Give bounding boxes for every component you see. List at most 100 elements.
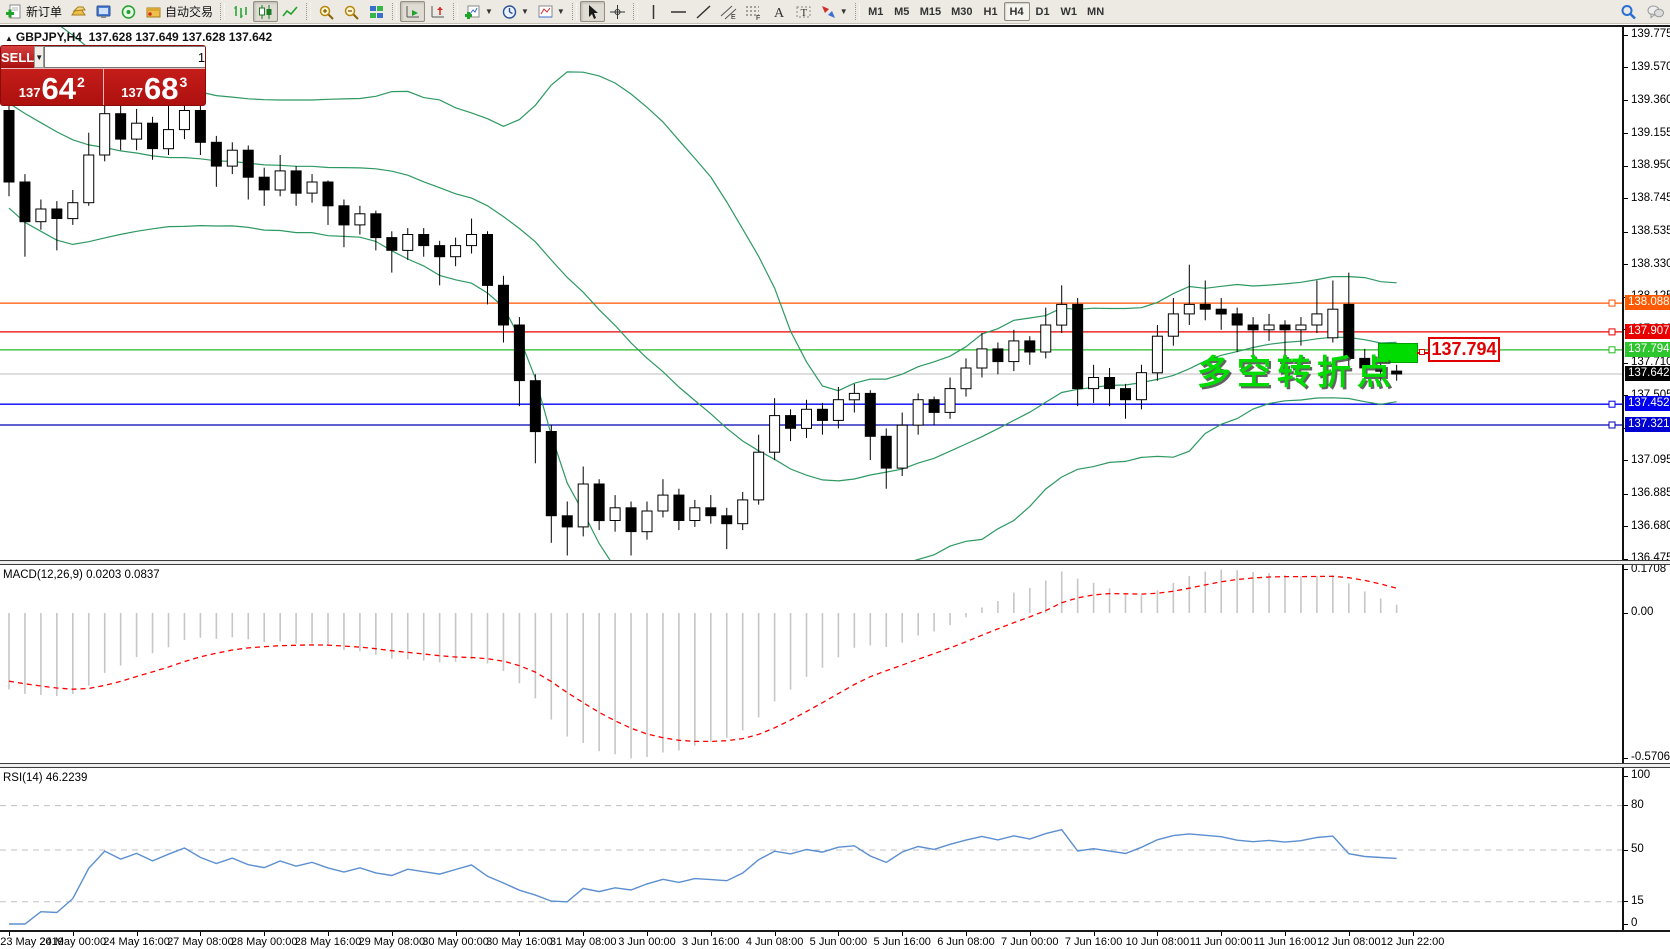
- time-axis-label: 5 Jun 00:00: [809, 936, 868, 948]
- market-watch-icon: [95, 4, 112, 20]
- cursor-icon: [584, 4, 601, 20]
- timeframe-w1-button[interactable]: W1: [1060, 5, 1078, 18]
- callout-anchor-square: [1419, 349, 1425, 355]
- cursor-button[interactable]: [579, 1, 605, 22]
- templates-button[interactable]: ▼: [533, 1, 569, 22]
- candlestick-chart[interactable]: [0, 27, 1622, 560]
- equidistant-channel-button[interactable]: E: [716, 1, 741, 22]
- market-watch-button[interactable]: [91, 1, 116, 22]
- dropdown-caret-icon: ▼: [839, 7, 848, 16]
- timeframe-mn-button[interactable]: MN: [1087, 5, 1105, 18]
- new-order-button[interactable]: 新订单: [2, 1, 66, 22]
- chart-shift-button[interactable]: [425, 1, 450, 22]
- rsi-chart[interactable]: [0, 769, 1622, 930]
- auto-scroll-button[interactable]: [400, 1, 426, 22]
- volume-decrease-button[interactable]: ▼: [34, 46, 45, 68]
- time-axis-label: 30 May 16:00: [486, 936, 553, 948]
- time-axis-label: 29 May 08:00: [358, 936, 426, 948]
- horizontal-line-icon: [670, 4, 687, 20]
- vertical-line-button[interactable]: [641, 1, 666, 22]
- svg-text:F: F: [756, 15, 760, 20]
- collapse-panel-icon[interactable]: ▲: [5, 34, 13, 43]
- tile-windows-button[interactable]: [364, 1, 389, 22]
- price-chart-pane[interactable]: ▲ GBPJPY,H4 137.628 137.649 137.628 137.6…: [0, 27, 1622, 560]
- periods-button[interactable]: ▼: [497, 1, 533, 22]
- arrows-button[interactable]: ▼: [816, 1, 852, 22]
- timeframe-m5-button[interactable]: M5: [894, 5, 910, 18]
- chart-annotation-text[interactable]: 多空转折点: [1197, 353, 1397, 393]
- text-button[interactable]: A: [766, 1, 791, 22]
- timeframe-m1-button[interactable]: M1: [868, 5, 884, 18]
- time-axis-tick: [774, 932, 776, 936]
- macd-chart[interactable]: [0, 566, 1622, 763]
- pane-separator[interactable]: [0, 763, 1670, 768]
- timeframe-h4-button[interactable]: H4: [1003, 2, 1030, 21]
- price-callout-label[interactable]: 137.794: [1428, 337, 1500, 362]
- price-axis-label: 136.885: [1631, 487, 1670, 500]
- autotrading-button[interactable]: 自动交易: [141, 1, 217, 22]
- timeframe-d1-button[interactable]: D1: [1035, 5, 1050, 18]
- axis-tick: [1624, 569, 1628, 571]
- price-axis-label: 139.775: [1631, 28, 1670, 40]
- crosshair-button[interactable]: [605, 1, 630, 22]
- macd-indicator-pane[interactable]: MACD(12,26,9) 0.0203 0.0837: [0, 566, 1622, 763]
- volume-input[interactable]: [44, 46, 205, 68]
- time-axis-tick: [328, 932, 329, 936]
- axis-tick: [1624, 493, 1628, 495]
- sell-price-pip: 2: [76, 74, 85, 90]
- dropdown-caret-icon: ▼: [520, 7, 529, 16]
- time-axis-tick: [1093, 932, 1095, 936]
- bar-chart-button[interactable]: [228, 1, 253, 22]
- time-axis-label: 7 Jun 16:00: [1064, 936, 1123, 948]
- rsi-indicator-pane[interactable]: RSI(14) 46.2239: [0, 769, 1622, 930]
- price-axis-label: 136.680: [1631, 519, 1670, 532]
- chart-profiles-button[interactable]: [66, 1, 91, 22]
- chart-frame-top: [0, 25, 1670, 27]
- navigator-button[interactable]: [116, 1, 141, 22]
- sell-price-display[interactable]: 137 64 2: [1, 69, 104, 105]
- symbol-label: GBPJPY,H4: [15, 30, 82, 44]
- line-chart-button[interactable]: [278, 1, 303, 22]
- time-axis-tick: [1221, 932, 1223, 936]
- horizontal-line-button[interactable]: [666, 1, 691, 22]
- buy-price-big: 68: [143, 71, 179, 106]
- timeframe-h1-button[interactable]: H1: [983, 5, 998, 18]
- sell-button[interactable]: SELL: [1, 46, 35, 68]
- text-label-button[interactable]: T: [791, 1, 816, 22]
- hline-price-label: 137.907: [1625, 323, 1670, 339]
- time-axis-label: 28 May 16:00: [294, 936, 362, 948]
- fibonacci-button[interactable]: F: [741, 1, 766, 22]
- new-chart-button[interactable]: ▼: [461, 1, 497, 22]
- axis-tick: [1624, 558, 1628, 560]
- time-axis-label: 24 May 16:00: [103, 936, 170, 948]
- fibonacci-icon: F: [745, 4, 762, 20]
- time-axis-tick: [1412, 932, 1414, 936]
- timeframe-m15-button[interactable]: M15: [919, 5, 942, 18]
- zoom-out-button[interactable]: [339, 1, 364, 22]
- time-axis-label: 23 May 2019: [0, 936, 64, 948]
- text-label-icon: T: [795, 4, 812, 20]
- new-order-icon: [6, 4, 23, 20]
- new-chart-icon: [465, 4, 482, 20]
- tile-windows-icon: [368, 4, 385, 20]
- zoom-in-button[interactable]: [314, 1, 339, 22]
- search-icon[interactable]: [1620, 4, 1637, 20]
- toolbar-right-icons: [1620, 1, 1664, 23]
- bar-chart-icon: [232, 4, 249, 20]
- axis-tick: [1624, 460, 1628, 462]
- community-chat-icon[interactable]: [1647, 4, 1664, 20]
- candle-chart-button[interactable]: [253, 1, 279, 22]
- autotrading-icon: [145, 4, 162, 20]
- time-axis-tick: [455, 932, 457, 936]
- time-axis-tick: [1157, 932, 1159, 936]
- time-axis[interactable]: 23 May 2019 24 May 00:00 24 May 16:00 27 Ma…: [0, 932, 1622, 949]
- price-axis[interactable]: 139.775 139.570 139.360 139.155 138.950 138.7…: [1622, 26, 1670, 932]
- price-axis-label: 137.095: [1631, 453, 1670, 466]
- chart-shift-icon: [429, 4, 446, 20]
- trend-line-button[interactable]: [691, 1, 716, 22]
- pane-separator[interactable]: [0, 560, 1670, 565]
- buy-price-display[interactable]: 137 68 3: [103, 69, 205, 106]
- timeframe-m30-button[interactable]: M30: [951, 5, 973, 18]
- axis-tick: [1624, 757, 1628, 759]
